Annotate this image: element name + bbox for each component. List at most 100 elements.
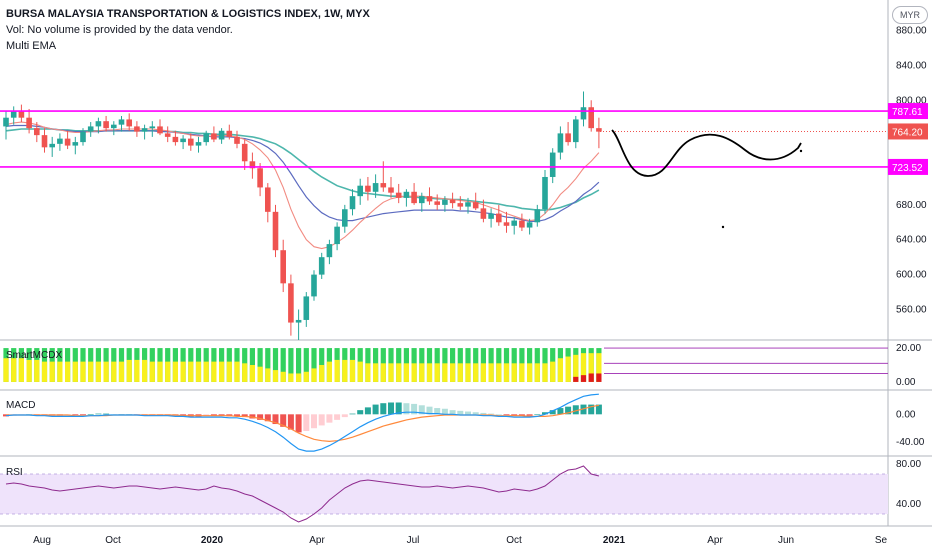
- mcdx-green-bar: [272, 348, 279, 382]
- currency-badge[interactable]: MYR: [892, 6, 928, 24]
- candle-body: [111, 124, 117, 129]
- mcdx-tick-label: 0.00: [896, 377, 916, 388]
- macd-histogram-bar: [418, 405, 425, 415]
- macd-histogram-bar: [80, 414, 86, 416]
- candle-body: [342, 209, 348, 227]
- candle-body: [472, 202, 479, 209]
- macd-tick-label: -40.00: [896, 437, 925, 448]
- mcdx-yellow-bar: [426, 363, 433, 382]
- mcdx-green-bar: [257, 348, 263, 382]
- candle-body: [303, 296, 310, 320]
- price-tick-label: 640.00: [896, 235, 927, 246]
- mcdx-yellow-bar: [496, 363, 502, 382]
- macd-histogram-bar: [518, 414, 525, 416]
- mcdx-yellow-bar: [11, 358, 17, 382]
- mcdx-yellow-bar: [49, 361, 55, 382]
- candle-body: [357, 185, 363, 197]
- candle-body: [195, 142, 202, 146]
- macd-histogram-bar: [87, 414, 94, 415]
- ema-fast-line: [5, 121, 600, 250]
- rsi-band: [0, 474, 888, 514]
- level-price-badge: [888, 123, 928, 140]
- mcdx-yellow-bar: [534, 363, 540, 382]
- macd-histogram-bar: [580, 404, 587, 415]
- candle-body: [10, 111, 17, 118]
- candle-body: [149, 126, 156, 129]
- time-tick-label: Se: [875, 535, 888, 546]
- mcdx-yellow-bar: [34, 359, 40, 382]
- mcdx-yellow-bar: [288, 373, 294, 382]
- macd-tick-label: 0.00: [896, 409, 916, 420]
- mcdx-yellow-bar: [326, 361, 332, 382]
- macd-histogram-bar: [441, 408, 448, 415]
- rsi-label: RSI: [6, 467, 23, 478]
- mcdx-yellow-bar: [172, 361, 178, 382]
- candle-body: [265, 187, 271, 212]
- macd-histogram-bar: [434, 408, 441, 415]
- macd-signal-line: [6, 404, 600, 443]
- candle-body: [488, 213, 494, 219]
- macd-histogram-bar: [549, 410, 556, 415]
- macd-histogram-bar: [295, 414, 302, 433]
- candle-body: [318, 257, 325, 275]
- candle-body: [172, 136, 179, 143]
- level-price-text: 723.52: [892, 163, 923, 174]
- macd-histogram-bar: [95, 413, 102, 415]
- mcdx-yellow-bar: [157, 361, 163, 382]
- mcdx-yellow-bar: [211, 361, 217, 382]
- mcdx-yellow-bar: [41, 361, 48, 382]
- candle-body: [465, 202, 471, 207]
- candle-body: [549, 152, 556, 177]
- macd-histogram-bar: [588, 404, 595, 415]
- drawn-dot: [721, 225, 725, 229]
- candle-body: [87, 126, 94, 132]
- macd-label: MACD: [6, 400, 36, 411]
- chart-title: BURSA MALAYSIA TRANSPORTATION & LOGISTIC…: [6, 8, 370, 20]
- candle-body: [295, 319, 302, 323]
- mcdx-yellow-bar: [142, 359, 148, 382]
- candle-body: [573, 119, 579, 143]
- mcdx-yellow-bar: [272, 370, 279, 382]
- mcdx-yellow-bar: [542, 363, 548, 382]
- macd-histogram-bar: [72, 414, 79, 416]
- candle-body: [496, 213, 502, 223]
- macd-histogram-bar: [280, 414, 287, 427]
- macd-histogram-bar: [411, 403, 418, 415]
- mcdx-yellow-bar: [65, 361, 71, 382]
- macd-histogram-bar: [357, 410, 364, 415]
- macd-histogram-bar: [511, 414, 518, 416]
- mcdx-tick-label: 20.00: [896, 343, 921, 354]
- candle-body: [72, 142, 79, 146]
- candle-body: [118, 119, 125, 125]
- candle-body: [519, 220, 525, 228]
- mcdx-yellow-bar: [342, 359, 348, 382]
- candle-body: [565, 133, 571, 143]
- mcdx-yellow-bar: [118, 361, 125, 382]
- macd-histogram-bar: [449, 410, 456, 415]
- time-tick-label: Apr: [309, 535, 325, 546]
- candle-body: [588, 107, 594, 129]
- time-tick-label: Jun: [778, 535, 794, 546]
- candle-body: [141, 128, 148, 132]
- mcdx-red-bar: [573, 376, 579, 382]
- time-tick-label: 2020: [201, 535, 224, 546]
- mcdx-yellow-bar: [403, 363, 409, 382]
- candle-body: [280, 250, 286, 284]
- macd-histogram-bar: [349, 413, 356, 415]
- drawn-dot: [799, 149, 803, 153]
- macd-histogram-bar: [565, 406, 572, 415]
- level-price-text: 787.61: [892, 107, 923, 118]
- mcdx-yellow-bar: [303, 371, 309, 382]
- level-price-badge: [888, 158, 928, 175]
- mcdx-yellow-bar: [380, 363, 386, 382]
- candle-body: [103, 121, 109, 129]
- candle-body: [596, 128, 602, 132]
- macd-histogram-bar: [572, 405, 579, 415]
- mcdx-green-bar: [280, 348, 286, 382]
- candle-body: [249, 161, 256, 169]
- level-price-badge: [888, 103, 928, 120]
- candle-body: [211, 133, 217, 140]
- macd-histogram-bar: [388, 402, 394, 415]
- time-tick-label: Oct: [506, 535, 522, 546]
- candle-body: [480, 208, 487, 219]
